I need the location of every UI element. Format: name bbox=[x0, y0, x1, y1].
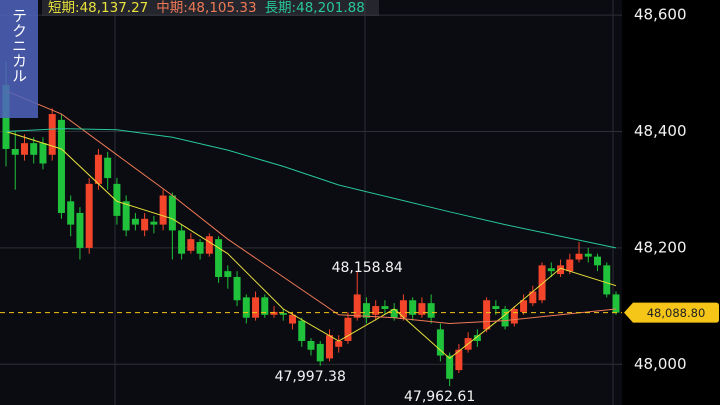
candle-body bbox=[399, 300, 407, 318]
candle-body bbox=[205, 236, 213, 254]
legend-name: 長期: bbox=[264, 0, 297, 16]
ma-line bbox=[5, 128, 617, 249]
candle-body bbox=[20, 143, 28, 155]
candle-body bbox=[510, 308, 518, 324]
legend: 短期:48,137.27 中期:48,105.33 長期:48,201.88 bbox=[42, 0, 379, 16]
candle-body bbox=[159, 195, 167, 225]
candle-body bbox=[575, 253, 583, 260]
candle-body bbox=[492, 306, 500, 309]
y-tick-label: 48,400 bbox=[634, 122, 687, 140]
candle-body bbox=[566, 259, 574, 272]
candle-body bbox=[141, 218, 149, 231]
candle-body bbox=[270, 311, 278, 315]
candle-body bbox=[122, 201, 130, 231]
candle-body bbox=[372, 306, 380, 315]
legend-value: 48,105.33 bbox=[187, 0, 257, 16]
candle-body bbox=[30, 143, 38, 155]
candle-body bbox=[436, 329, 444, 356]
candle-body bbox=[362, 303, 370, 318]
y-tick-label: 48,000 bbox=[634, 355, 687, 373]
candle-body bbox=[344, 317, 352, 341]
candle-body bbox=[113, 183, 121, 216]
annotation: 47,962.61 bbox=[404, 389, 475, 405]
candle-body bbox=[594, 256, 602, 266]
ma-line bbox=[5, 131, 617, 360]
candle-body bbox=[316, 343, 324, 362]
candle-body bbox=[94, 154, 102, 184]
candle-body bbox=[520, 300, 528, 312]
candle-body bbox=[483, 300, 491, 330]
legend-value: 48,137.27 bbox=[79, 0, 149, 16]
annotation: 48,158.84 bbox=[332, 260, 403, 276]
candle-body bbox=[187, 239, 195, 251]
technical-button[interactable]: テクニカル bbox=[0, 0, 38, 118]
candle-body bbox=[547, 268, 555, 272]
candle-body bbox=[584, 253, 592, 257]
y-tick-label: 48,200 bbox=[634, 238, 687, 256]
candle-body bbox=[104, 157, 112, 179]
current-price-label: 48,088.80 bbox=[647, 306, 706, 320]
y-tick-label: 48,600 bbox=[634, 6, 687, 24]
candle-body bbox=[289, 314, 297, 324]
candle-body bbox=[67, 201, 75, 225]
candle-body bbox=[473, 335, 481, 341]
legend-name: 短期: bbox=[48, 0, 80, 16]
candle-body bbox=[215, 239, 223, 277]
price-axis bbox=[622, 0, 720, 405]
candle-body bbox=[353, 294, 361, 318]
candle-body bbox=[446, 355, 454, 379]
candle-body bbox=[390, 308, 398, 318]
candle-body bbox=[57, 119, 65, 213]
candle-body bbox=[150, 221, 158, 225]
candle-body bbox=[418, 303, 426, 315]
candle-body bbox=[538, 265, 546, 301]
candle-body bbox=[168, 195, 176, 231]
candle-body bbox=[298, 320, 306, 341]
candle-body bbox=[381, 306, 389, 309]
candle-body bbox=[612, 294, 620, 313]
candle-body bbox=[455, 349, 463, 371]
candle-body bbox=[233, 276, 241, 301]
candle-body bbox=[335, 340, 343, 347]
legend-name: 中期: bbox=[156, 0, 188, 16]
plot-area bbox=[0, 0, 622, 405]
candle-body bbox=[252, 297, 260, 318]
candle-body bbox=[261, 297, 269, 315]
candle-body bbox=[196, 242, 204, 254]
candle-body bbox=[11, 148, 19, 155]
candle-body bbox=[603, 265, 611, 295]
ma-line bbox=[5, 90, 617, 325]
legend-entry: 短期:48,137.27 bbox=[48, 0, 148, 16]
candle-body bbox=[501, 308, 509, 327]
legend-entry: 長期:48,201.88 bbox=[265, 0, 365, 16]
candle-body bbox=[39, 143, 47, 164]
candle-body bbox=[242, 297, 250, 318]
candle-body bbox=[557, 265, 565, 275]
candle-body bbox=[224, 271, 232, 277]
candle-body bbox=[85, 183, 93, 248]
candle-body bbox=[529, 291, 537, 304]
candle-body bbox=[325, 335, 333, 359]
candle-body bbox=[131, 218, 139, 225]
candle-body bbox=[178, 230, 186, 254]
legend-value: 48,201.88 bbox=[296, 0, 365, 16]
candle-body bbox=[409, 300, 417, 315]
current-price-tag bbox=[624, 302, 719, 323]
legend-entry: 中期:48,105.33 bbox=[156, 0, 256, 16]
candle-body bbox=[279, 313, 287, 315]
candle-body bbox=[307, 340, 315, 350]
candle-body bbox=[76, 212, 84, 248]
candle-body bbox=[427, 303, 435, 318]
annotation: 47,997.38 bbox=[275, 369, 346, 385]
candle-body bbox=[48, 114, 56, 155]
